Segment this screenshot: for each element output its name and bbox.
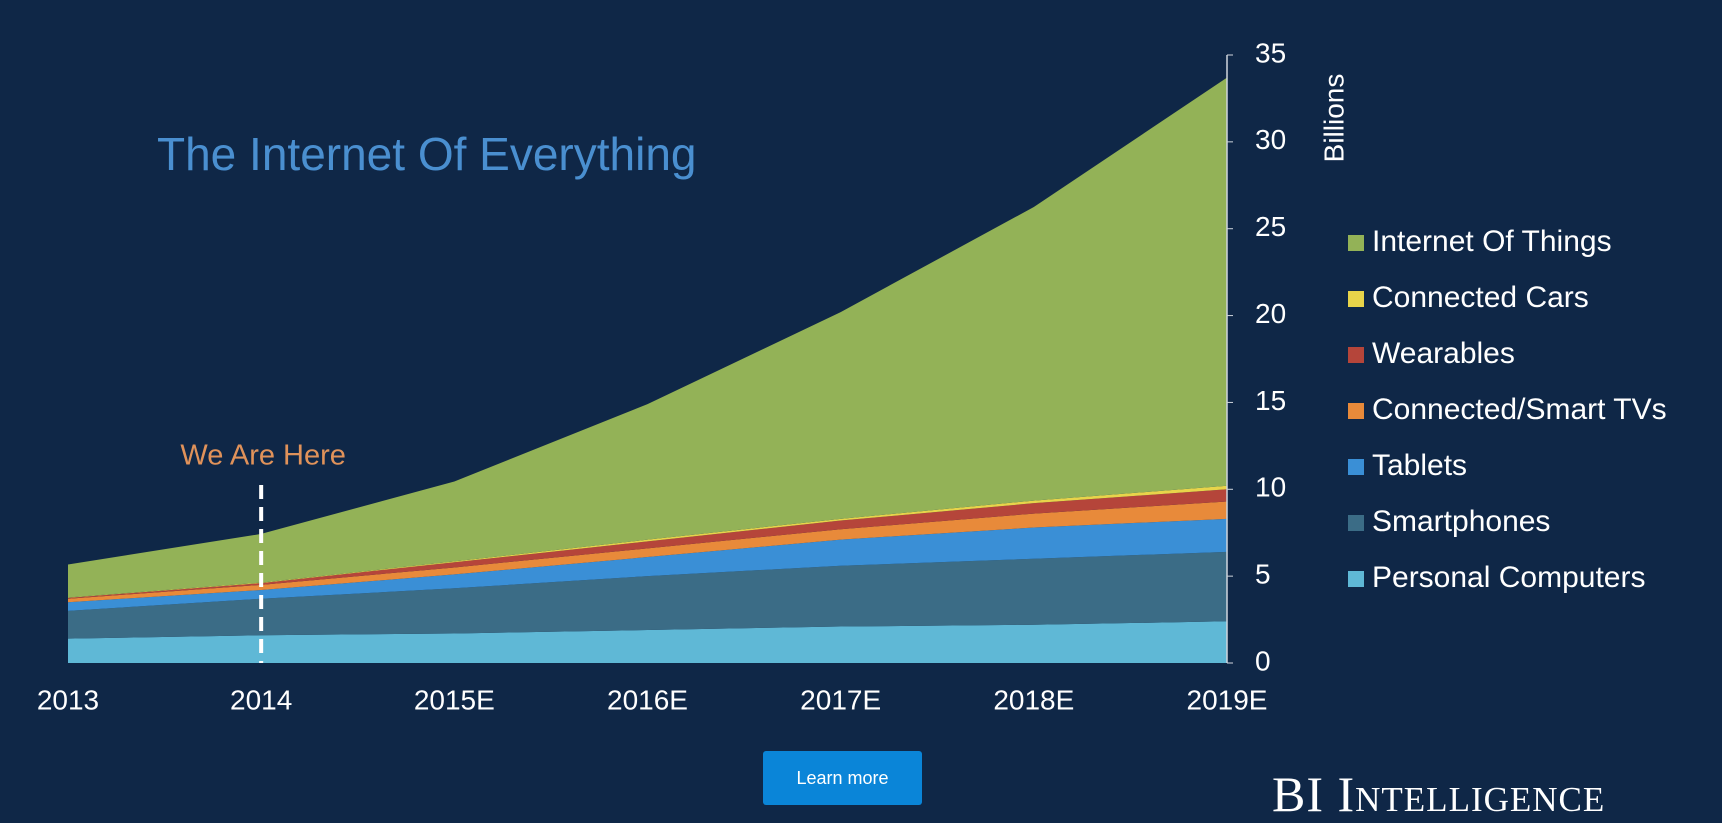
legend-swatch	[1348, 571, 1364, 587]
x-tick-label: 2013	[37, 684, 99, 715]
x-tick-label: 2017E	[800, 684, 881, 715]
y-tick-label: 20	[1255, 298, 1286, 329]
legend-label: Personal Computers	[1372, 561, 1645, 594]
area	[68, 621, 1227, 663]
legend-label: Tablets	[1372, 449, 1467, 482]
legend: Internet Of Things Connected Cars Wearable…	[1348, 225, 1667, 594]
legend-label: Connected/Smart TVs	[1372, 393, 1667, 426]
area	[68, 518, 1227, 611]
area	[68, 77, 1227, 598]
y-tick-label: 15	[1255, 385, 1286, 416]
x-tick-label: 2014	[230, 684, 292, 715]
legend-swatch	[1348, 235, 1364, 251]
legend-label: Wearables	[1372, 337, 1515, 370]
legend-swatch	[1348, 515, 1364, 531]
legend-swatch	[1348, 291, 1364, 307]
legend-label: Connected Cars	[1372, 281, 1589, 314]
area	[68, 489, 1227, 599]
x-tick-label: 2015E	[414, 684, 495, 715]
legend-swatch	[1348, 403, 1364, 419]
x-tick-label: 2019E	[1187, 684, 1268, 715]
legend-label: Internet Of Things	[1372, 225, 1612, 258]
x-tick-label: 2016E	[607, 684, 688, 715]
legend-swatch	[1348, 347, 1364, 363]
learn-more-button[interactable]: Learn more	[763, 751, 922, 805]
y-tick-label: 10	[1255, 472, 1286, 503]
area	[68, 551, 1227, 639]
y-axis-label: Billions	[1318, 74, 1349, 163]
areas	[68, 77, 1227, 663]
legend-label: Smartphones	[1372, 505, 1550, 538]
chart: The Internet Of Everything Billions 0 5 10…	[37, 37, 1667, 715]
chart-title: The Internet Of Everything	[157, 128, 697, 180]
brand-logo: BI Intelligence	[1272, 766, 1606, 822]
x-tick-label: 2018E	[993, 684, 1074, 715]
area	[68, 501, 1227, 603]
area	[68, 485, 1227, 598]
y-tick-label: 0	[1255, 645, 1271, 676]
y-tick-label: 25	[1255, 211, 1286, 242]
legend-swatch	[1348, 459, 1364, 475]
y-tick-label: 35	[1255, 37, 1286, 68]
y-tick-label: 5	[1255, 559, 1271, 590]
annotation: We Are Here	[180, 440, 345, 472]
y-tick-label: 30	[1255, 124, 1286, 155]
